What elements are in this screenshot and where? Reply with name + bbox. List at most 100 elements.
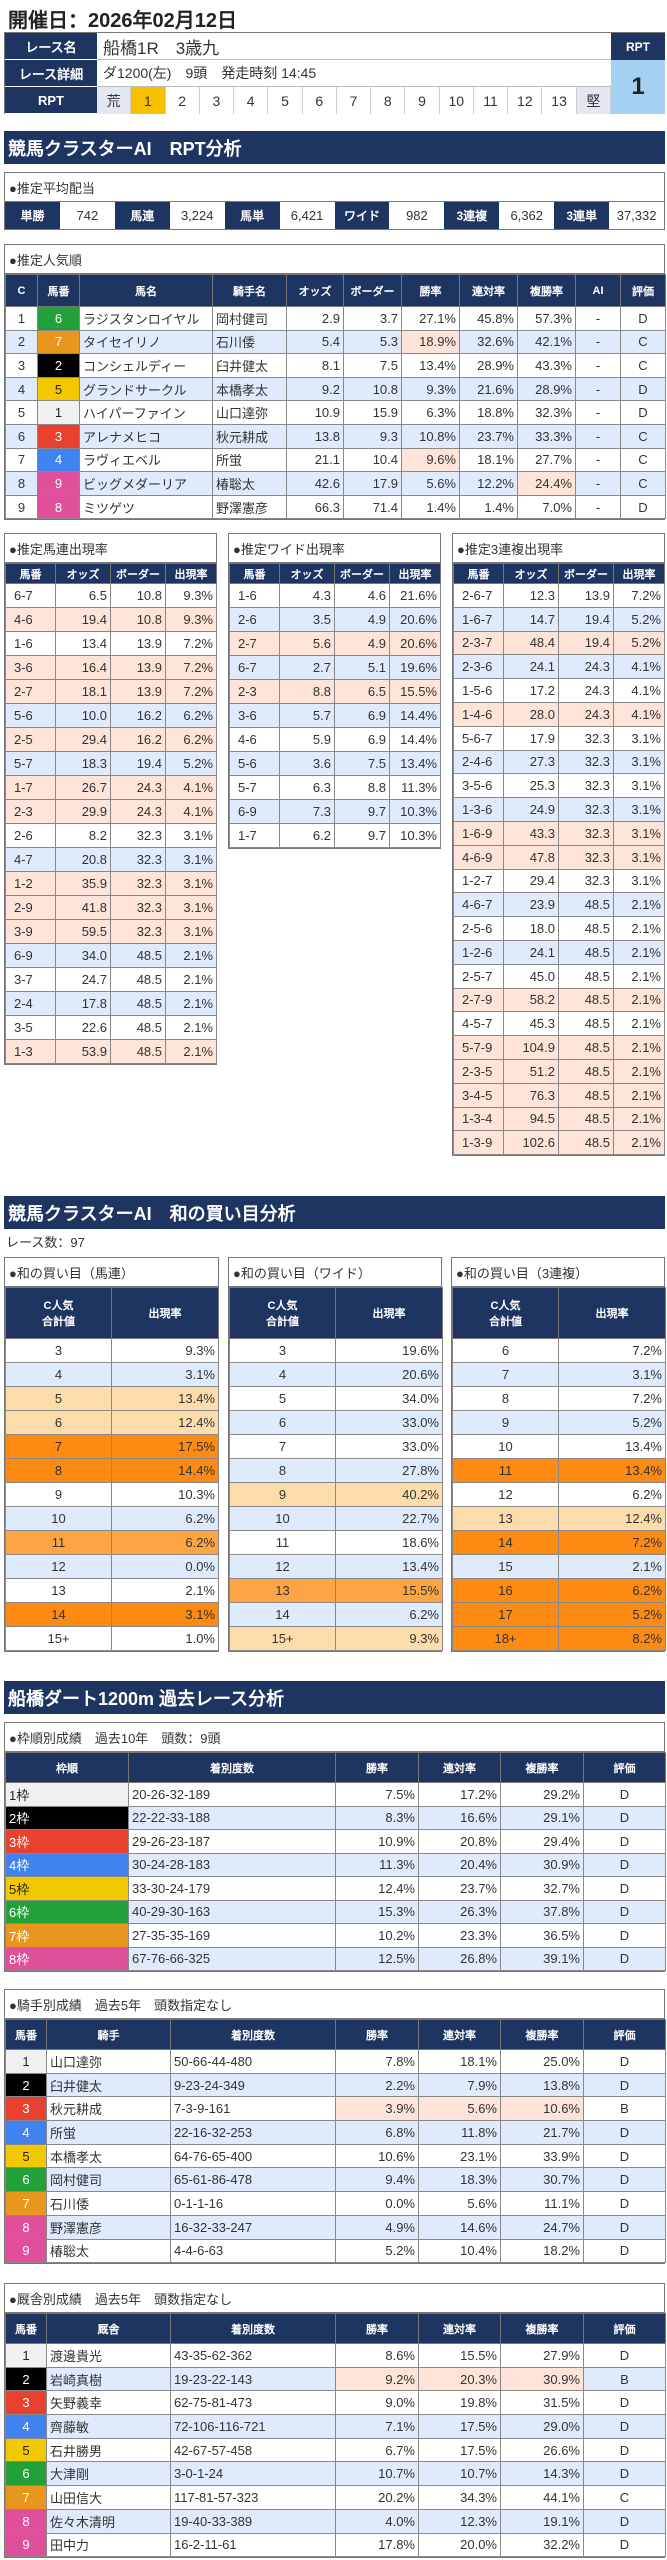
combo: 4-6-7 xyxy=(453,892,504,918)
rate: 2.1% xyxy=(613,987,665,1013)
combo: 1-3-4 xyxy=(453,1106,504,1132)
border: 48.5 xyxy=(110,943,166,968)
border: 10.8 xyxy=(110,583,166,608)
sum-value: 11 xyxy=(229,1530,336,1555)
stable-eval: B xyxy=(583,2366,666,2392)
column-header: オッズ xyxy=(286,274,344,307)
waku-fuku: 29.4% xyxy=(500,1829,584,1854)
table-row: 2 岩崎真樹 19-23-22-143 9.2% 20.3% 30.9% B xyxy=(5,2366,666,2392)
rate: 3.1% xyxy=(165,871,217,896)
waku-label: 4枠 xyxy=(5,1852,129,1877)
payout-label: 3連単 xyxy=(554,202,610,229)
sum-analysis-title: 競馬クラスターAI 和の買い目分析 xyxy=(4,1196,665,1229)
table-row: 9 8 ミツゲツ 野澤憲彦 66.3 71.4 1.4% 1.4% 7.0% - D xyxy=(5,494,666,520)
odds: 17.2 xyxy=(503,678,559,703)
sum-value: 3 xyxy=(5,1338,112,1363)
jockey-record: 50-66-44-480 xyxy=(170,2049,336,2074)
jockey-record: 7-3-9-161 xyxy=(170,2096,336,2122)
stable-fuku: 27.9% xyxy=(500,2343,584,2368)
column-header: C xyxy=(5,274,38,307)
popularity-border: 7.5 xyxy=(343,353,402,378)
odds: 26.7 xyxy=(55,775,111,800)
table-row: 5-6 3.6 7.5 13.4% xyxy=(229,751,441,776)
table-row: 5-7 6.3 8.8 11.3% xyxy=(229,775,441,800)
border: 48.5 xyxy=(558,1082,614,1108)
rate: 2.1% xyxy=(165,967,217,992)
stable-ren: 17.5% xyxy=(418,2414,501,2439)
jockey-ren: 11.8% xyxy=(418,2120,501,2145)
table-row: 6-7 2.7 5.1 19.6% xyxy=(229,655,441,680)
column-header: 複勝率 xyxy=(500,1752,584,1783)
combo: 1-7 xyxy=(229,823,280,848)
waku-eval: D xyxy=(583,1923,666,1948)
stable-num: 5 xyxy=(5,2437,47,2463)
column-header: 複勝率 xyxy=(517,274,576,307)
jockey-eval: D xyxy=(583,2191,666,2216)
stable-name: 田中力 xyxy=(46,2532,171,2558)
table-row: 3 2 コンシェルディー 臼井健太 8.1 7.5 13.4% 28.9% 43.3% - C xyxy=(5,353,666,378)
popularity-win: 27.1% xyxy=(401,306,460,331)
popularity-eval: D xyxy=(620,400,666,425)
jockey-eval: D xyxy=(583,2049,666,2074)
table-row: 2-9 41.8 32.3 3.1% xyxy=(5,895,217,920)
sum-value: 12 xyxy=(452,1482,559,1507)
combo: 1-3-6 xyxy=(453,797,504,822)
popularity-ren: 18.8% xyxy=(459,400,518,425)
table-row: 2-4 17.8 48.5 2.1% xyxy=(5,991,217,1016)
jockey-win: 2.2% xyxy=(335,2072,419,2098)
table-row: 1-3-6 24.9 32.3 3.1% xyxy=(453,797,665,822)
popularity-ai: - xyxy=(575,329,621,355)
popularity-c: 1 xyxy=(5,306,38,331)
border: 32.3 xyxy=(110,895,166,920)
table-row: 7 4 ラヴィエベル 所蛍 21.1 10.4 9.6% 18.1% 27.7% - C xyxy=(5,447,666,473)
stable-eval: C xyxy=(583,2485,666,2510)
combo: 2-5 xyxy=(5,727,56,752)
rate: 7.2% xyxy=(165,655,217,680)
table-row: 1 山口達弥 50-66-44-480 7.8% 18.1% 25.0% D xyxy=(5,2049,666,2074)
rate: 3.1% xyxy=(165,823,217,848)
popularity-c: 8 xyxy=(5,471,38,496)
combo: 2-3-5 xyxy=(453,1058,504,1084)
table-row: 2-5-7 45.0 48.5 2.1% xyxy=(453,963,665,989)
waku-win: 11.3% xyxy=(335,1852,419,1877)
rate: 40.2% xyxy=(335,1482,443,1507)
table-row: 4-6-9 47.8 32.3 3.1% xyxy=(453,844,665,870)
table-row: 1-5-6 17.2 24.3 4.1% xyxy=(453,678,665,703)
table-row: 4-7 20.8 32.3 3.1% xyxy=(5,847,217,872)
odds: 6.2 xyxy=(279,823,335,848)
popularity-odds: 2.9 xyxy=(286,306,344,331)
rate: 2.1% xyxy=(165,943,217,968)
sum-value: 7 xyxy=(229,1434,336,1459)
stable-ren: 20.0% xyxy=(418,2532,501,2558)
jockey-num: 1 xyxy=(5,2049,47,2074)
table-row: 2 臼井健太 9-23-24-349 2.2% 7.9% 13.8% D xyxy=(5,2072,666,2098)
table-row: 8 14.4% xyxy=(5,1458,219,1483)
popularity-num: 8 xyxy=(37,494,80,520)
rpt-scale-cell: 11 xyxy=(473,87,509,114)
stable-fuku: 44.1% xyxy=(500,2485,584,2510)
combo: 4-7 xyxy=(5,847,56,872)
combo: 1-2-7 xyxy=(453,868,504,894)
odds: 94.5 xyxy=(503,1106,559,1132)
combo: 2-5-7 xyxy=(453,963,504,989)
combo: 3-4-5 xyxy=(453,1082,504,1108)
border: 48.5 xyxy=(558,987,614,1013)
combo-table: 馬番 オッズ ボーダー 出現率 6-7 6.5 10.8 9.3% 4-6 19.4 10.8 9.3… xyxy=(5,563,217,1064)
table-row: 14 6.2% xyxy=(229,1602,443,1627)
sanrenpuku-rate-title: ●推定3連複出現率 xyxy=(453,534,664,563)
stable-fuku: 29.0% xyxy=(500,2414,584,2439)
jockey-win: 9.4% xyxy=(335,2167,419,2193)
combo: 1-6 xyxy=(5,631,56,656)
waku-eval: D xyxy=(583,1876,666,1901)
stable-record: 19-23-22-143 xyxy=(170,2366,336,2392)
stable-eval: D xyxy=(583,2390,666,2416)
waku-ren: 17.2% xyxy=(418,1782,501,1807)
combo: 2-3-6 xyxy=(453,654,504,680)
combo: 3-5 xyxy=(5,1015,56,1040)
sum-wide-box: ●和の買い目（ワイド） C人気 合計値 出現率 3 19.6% 4 20.6% 5 34.0% 6… xyxy=(228,1257,443,1652)
table-row: 16 6.2% xyxy=(452,1578,666,1603)
border: 10.8 xyxy=(110,607,166,632)
sum-table-header: C人気 合計値 出現率 xyxy=(452,1287,666,1339)
popularity-num: 7 xyxy=(37,329,80,355)
rate: 9.3% xyxy=(165,607,217,632)
